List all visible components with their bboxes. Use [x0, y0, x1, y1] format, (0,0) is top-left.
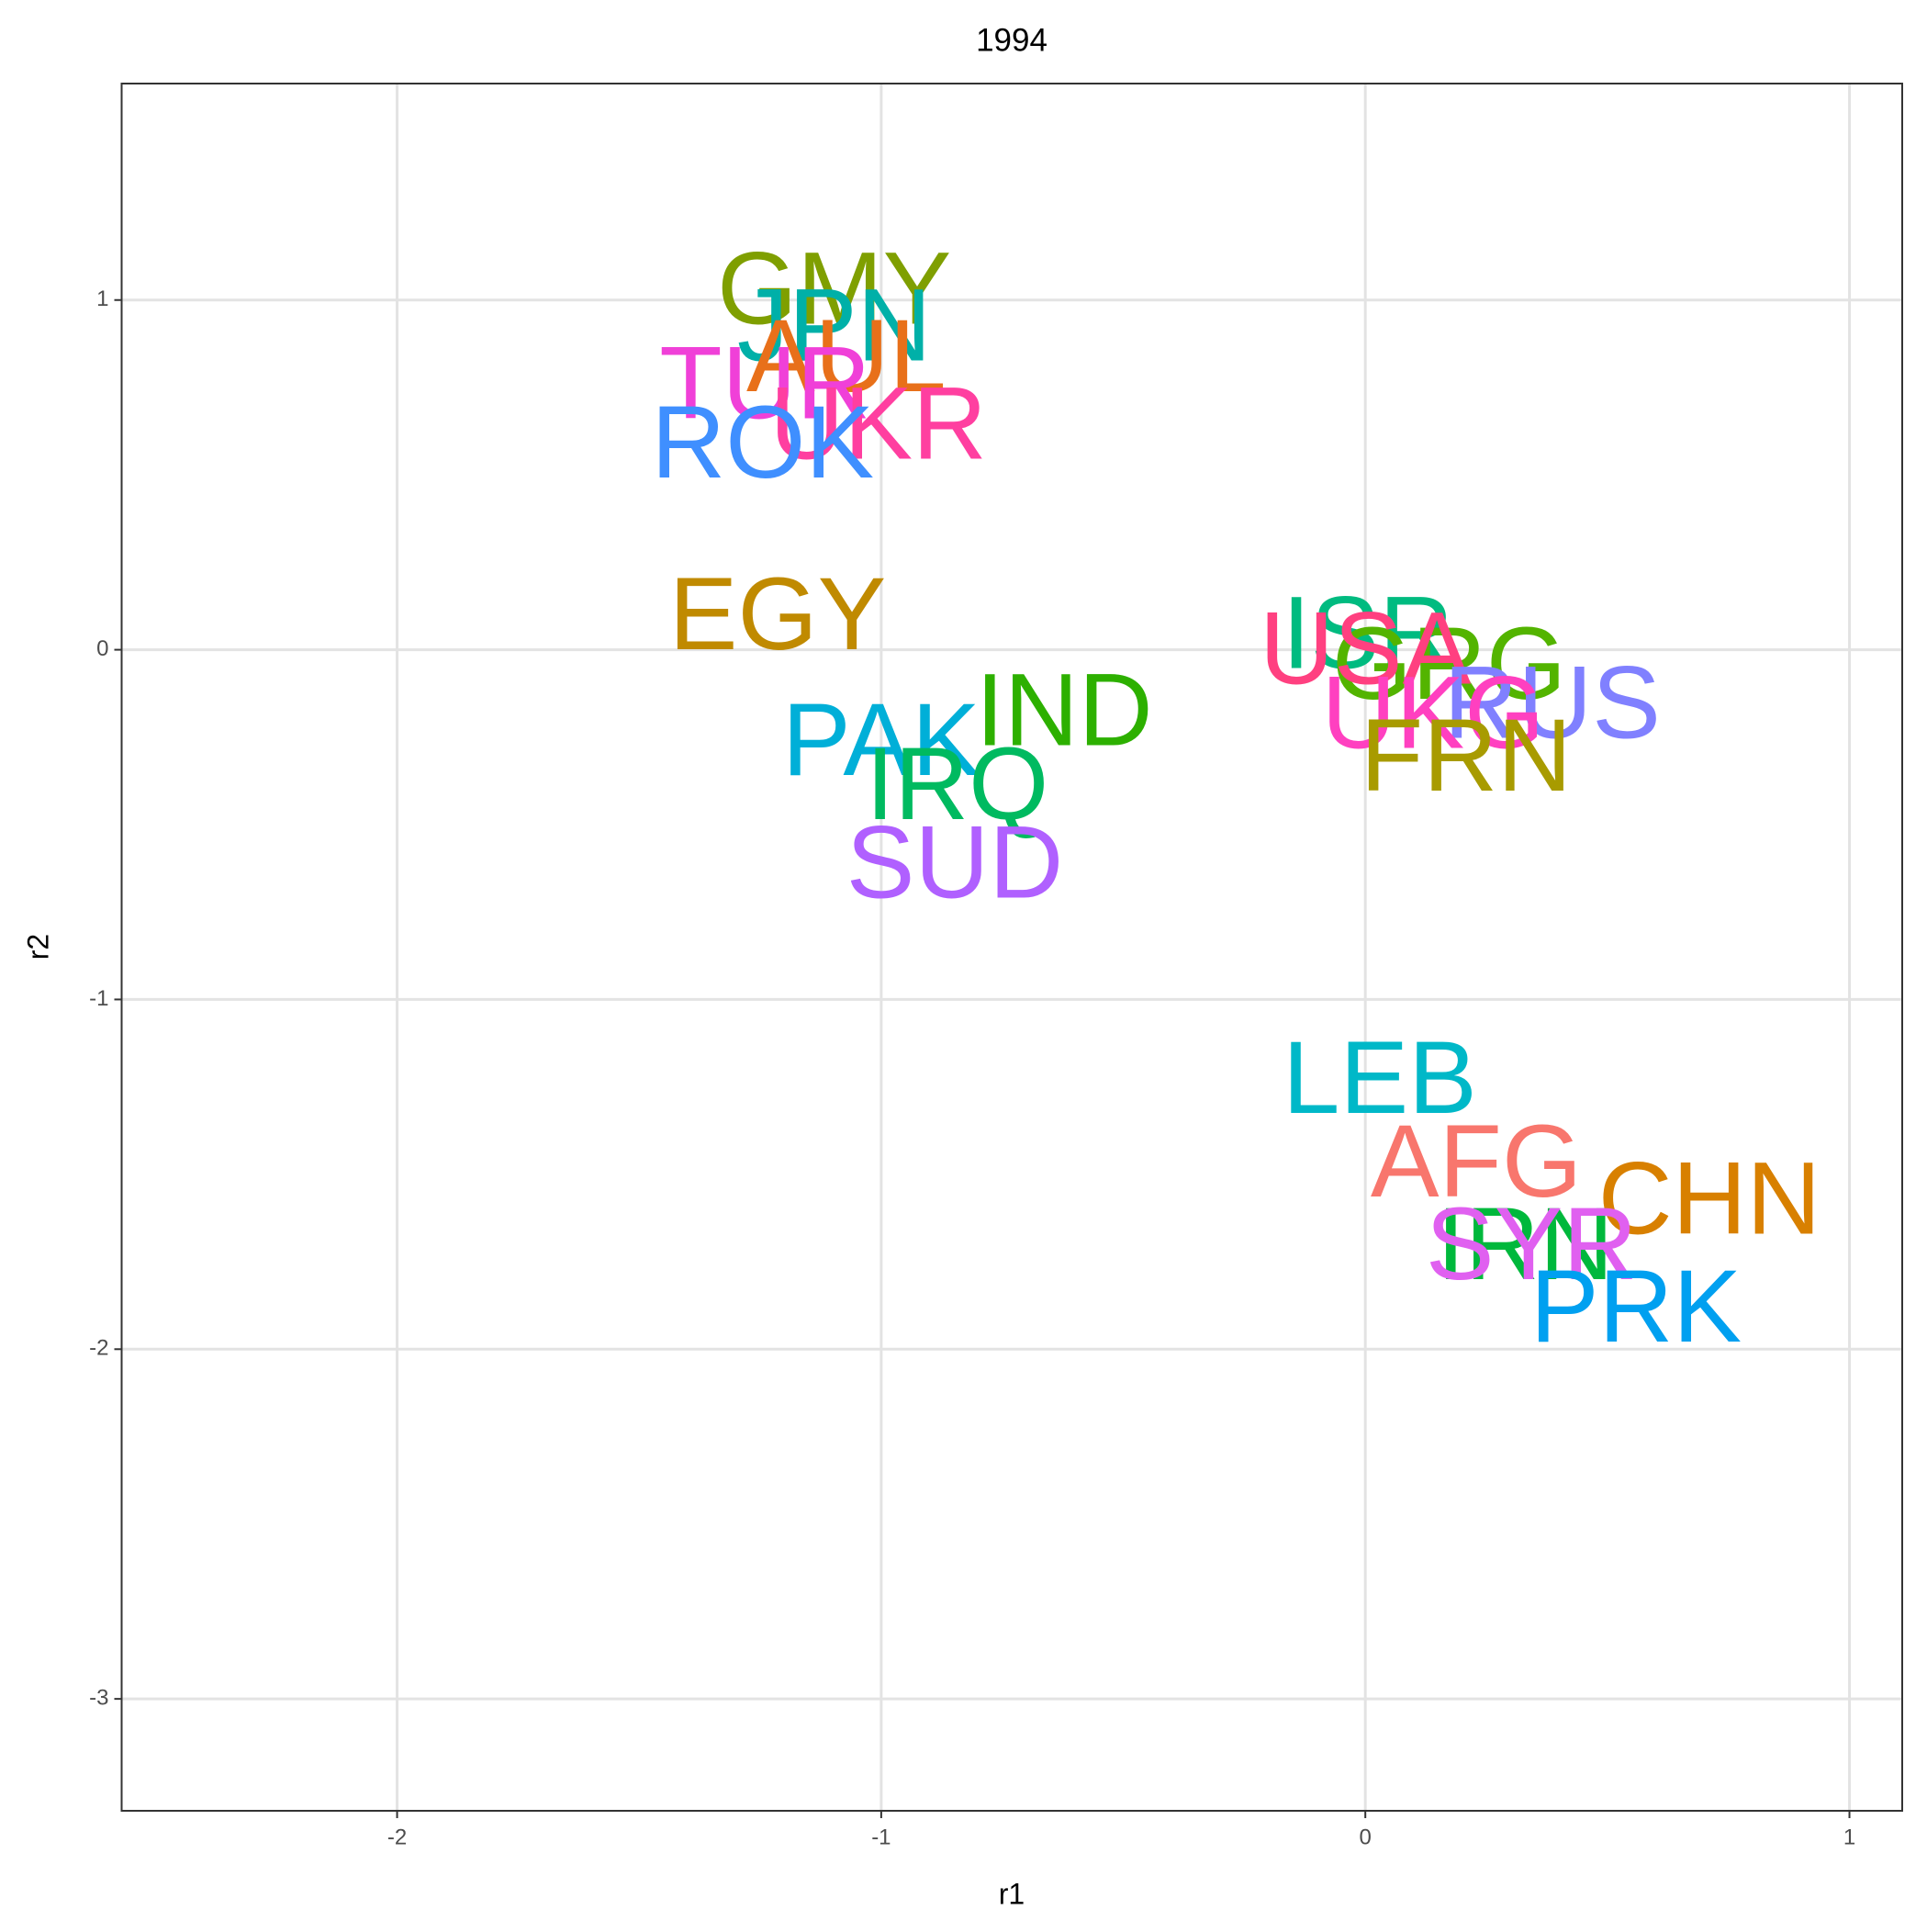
point-label: AUL [746, 298, 947, 413]
y-tick-label: -1 [89, 986, 108, 1011]
x-axis-label: r1 [999, 1877, 1025, 1910]
point-label: PAK [782, 682, 980, 797]
point-label: UKG [1322, 655, 1545, 769]
x-tick-label: 1 [1843, 1825, 1855, 1849]
point-label: AFG [1371, 1104, 1582, 1219]
point-label: TUR [659, 326, 870, 441]
plot-border [120, 83, 1903, 1812]
chart-title: 1994 [976, 22, 1048, 58]
point-label: UKR [769, 366, 986, 481]
x-tick-label: 0 [1360, 1825, 1372, 1849]
y-tick-label: 0 [96, 636, 108, 661]
point-label: CHN [1598, 1140, 1821, 1255]
point-label: JPN [737, 268, 932, 383]
point-label: IRQ [866, 726, 1048, 841]
point-label: GRG [1332, 606, 1566, 721]
point-label: FRN [1361, 698, 1572, 813]
y-tick-label: 1 [96, 286, 108, 311]
point-label: SYR [1426, 1186, 1637, 1301]
point-label: ROK [651, 385, 874, 500]
y-tick-label: -3 [89, 1685, 108, 1710]
point-label: LEB [1283, 1020, 1477, 1135]
point-label: RUS [1444, 646, 1661, 760]
x-tick-label: -1 [871, 1825, 891, 1849]
point-label: GMY [717, 231, 951, 346]
point-label: IRN [1437, 1186, 1614, 1301]
point-label: ISR [1282, 575, 1453, 690]
point-label: EGY [669, 556, 887, 671]
y-axis-label: r2 [21, 934, 54, 960]
y-tick-label: -2 [89, 1336, 108, 1361]
point-label: PRK [1530, 1249, 1742, 1364]
point-label: IND [976, 653, 1153, 768]
point-label: SUD [846, 805, 1063, 920]
x-tick-label: -2 [387, 1825, 407, 1849]
point-label: USA [1260, 591, 1472, 706]
